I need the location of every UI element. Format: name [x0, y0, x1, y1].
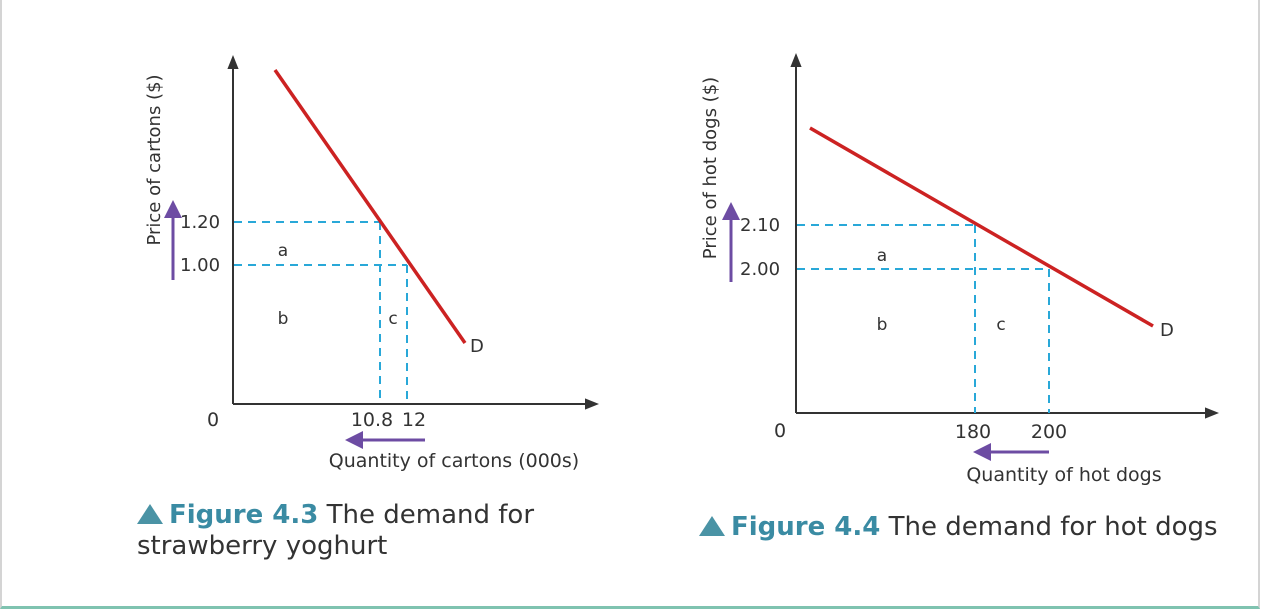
figure-caption-4-3: Figure 4.3 The demand for strawberry yog…	[137, 500, 557, 562]
y-axis-label: Price of cartons ($)	[144, 74, 165, 245]
figure-title: The demand for hot dogs	[888, 512, 1218, 542]
y-tick-1-20: 1.20	[180, 212, 220, 233]
area-b-label: b	[278, 309, 289, 329]
triangle-icon	[699, 516, 725, 536]
figure-title: The demand for strawberry yoghurt	[137, 500, 535, 561]
figure-caption-4-4: Figure 4.4 The demand for hot dogs	[699, 512, 1239, 543]
figure-number: Figure 4.4	[731, 512, 881, 542]
demand-label: D	[1160, 320, 1174, 341]
y-tick-1-00: 1.00	[180, 255, 220, 276]
origin-label: 0	[207, 409, 219, 431]
x-axis-label: Quantity of cartons (000s)	[329, 450, 579, 472]
area-c-label: c	[388, 309, 397, 329]
area-c-label: c	[996, 315, 1005, 335]
demand-curve	[273, 69, 467, 344]
figure-number: Figure 4.3	[169, 500, 319, 530]
x-tick-12: 12	[402, 409, 426, 431]
y-axis-label: Price of hot dogs ($)	[700, 77, 721, 259]
y-tick-2-00: 2.00	[740, 259, 780, 280]
origin-label: 0	[774, 420, 786, 442]
demand-curve	[809, 126, 1154, 328]
x-tick-200: 200	[1031, 421, 1067, 443]
x-axis-label: Quantity of hot dogs	[966, 464, 1161, 486]
y-tick-2-10: 2.10	[740, 215, 780, 236]
x-tick-10-8: 10.8	[351, 409, 393, 431]
chart-hot-dogs: Price of hot dogs ($) Quantity of hot do…	[700, 53, 1219, 486]
area-b-label: b	[877, 315, 888, 335]
x-tick-180: 180	[955, 421, 991, 443]
area-a-label: a	[278, 241, 288, 261]
triangle-icon	[137, 504, 163, 524]
area-a-label: a	[877, 246, 887, 266]
demand-label: D	[470, 336, 484, 357]
chart-yoghurt: Price of cartons ($) Quantity of cartons…	[144, 55, 599, 472]
